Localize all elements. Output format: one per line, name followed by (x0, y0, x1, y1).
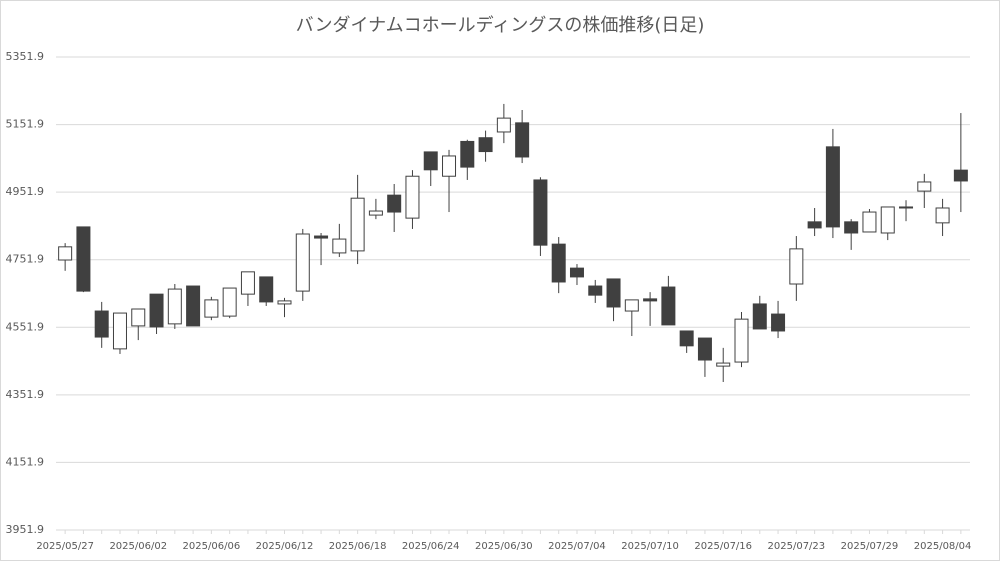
candle-body (771, 313, 786, 332)
candle-body (679, 330, 694, 347)
x-tick-label: 2025/07/29 (841, 541, 899, 552)
candle-body (222, 287, 237, 317)
candle-body (917, 181, 932, 192)
candle-body (368, 210, 383, 216)
candle-body (862, 211, 877, 233)
candle-body (716, 362, 731, 367)
y-tick-label: 4351.9 (6, 388, 45, 401)
x-tick-label: 2025/07/23 (768, 541, 826, 552)
y-tick-label: 4151.9 (6, 455, 45, 468)
candle-body (880, 206, 895, 234)
candle-body (953, 169, 968, 182)
x-tick-label: 2025/08/04 (914, 541, 972, 552)
candle-body (588, 285, 603, 296)
candle-body (496, 117, 511, 133)
candle-body (935, 207, 950, 224)
y-tick-label: 4551.9 (6, 320, 45, 333)
y-tick-label: 5151.9 (6, 118, 45, 131)
y-tick-label: 4951.9 (6, 185, 45, 198)
x-tick-label: 2025/07/16 (694, 541, 752, 552)
candle-body (295, 233, 310, 292)
candle-body (423, 151, 438, 171)
y-tick-label: 4751.9 (6, 253, 45, 266)
candle-body (606, 278, 621, 308)
x-tick-label: 2025/07/04 (548, 541, 606, 552)
y-tick-label: 5351.9 (6, 50, 45, 63)
x-tick-label: 2025/06/24 (402, 541, 460, 552)
candle-body (112, 312, 127, 350)
candle-body (825, 146, 840, 228)
candle-body (387, 194, 402, 213)
x-tick-label: 2025/06/18 (329, 541, 387, 552)
candle-body (259, 276, 274, 303)
candle-body (697, 337, 712, 361)
candle-body (533, 179, 548, 246)
candle-body (76, 226, 91, 292)
chart-title: バンダイナムコホールディングスの株価推移(日足) (296, 15, 705, 36)
candle-body (478, 137, 493, 153)
candle-body (167, 288, 182, 325)
candle-body (405, 175, 420, 219)
candle-body (240, 271, 255, 295)
candle-body (807, 221, 822, 229)
x-tick-label: 2025/06/12 (256, 541, 314, 552)
x-tick-label: 2025/05/27 (36, 541, 94, 552)
candle-body (899, 206, 914, 209)
x-tick-label: 2025/06/02 (109, 541, 167, 552)
candle-body (332, 238, 347, 254)
candle-body (752, 303, 767, 330)
x-tick-label: 2025/06/30 (475, 541, 533, 552)
candle-body (624, 299, 639, 312)
candle-body (661, 286, 676, 326)
candle-body (314, 235, 329, 239)
candle-body (94, 310, 109, 338)
candle-body (551, 243, 566, 283)
candle-body (204, 299, 219, 318)
candle-body (734, 318, 749, 363)
candle-body (131, 308, 146, 327)
candle-body (844, 221, 859, 234)
y-tick-label: 3951.9 (6, 523, 45, 536)
candle-body (350, 197, 365, 252)
candle-body (643, 298, 658, 302)
x-tick-label: 2025/07/10 (621, 541, 679, 552)
candle-body (460, 140, 475, 168)
candle-body (58, 246, 73, 261)
candle-body (277, 300, 292, 305)
candle-body (515, 122, 530, 158)
candle-body (149, 293, 164, 328)
x-tick-label: 2025/06/06 (183, 541, 241, 552)
candle-body (442, 155, 457, 177)
candle-body (186, 285, 201, 327)
candle-body (789, 248, 804, 285)
candle-body (569, 267, 584, 278)
